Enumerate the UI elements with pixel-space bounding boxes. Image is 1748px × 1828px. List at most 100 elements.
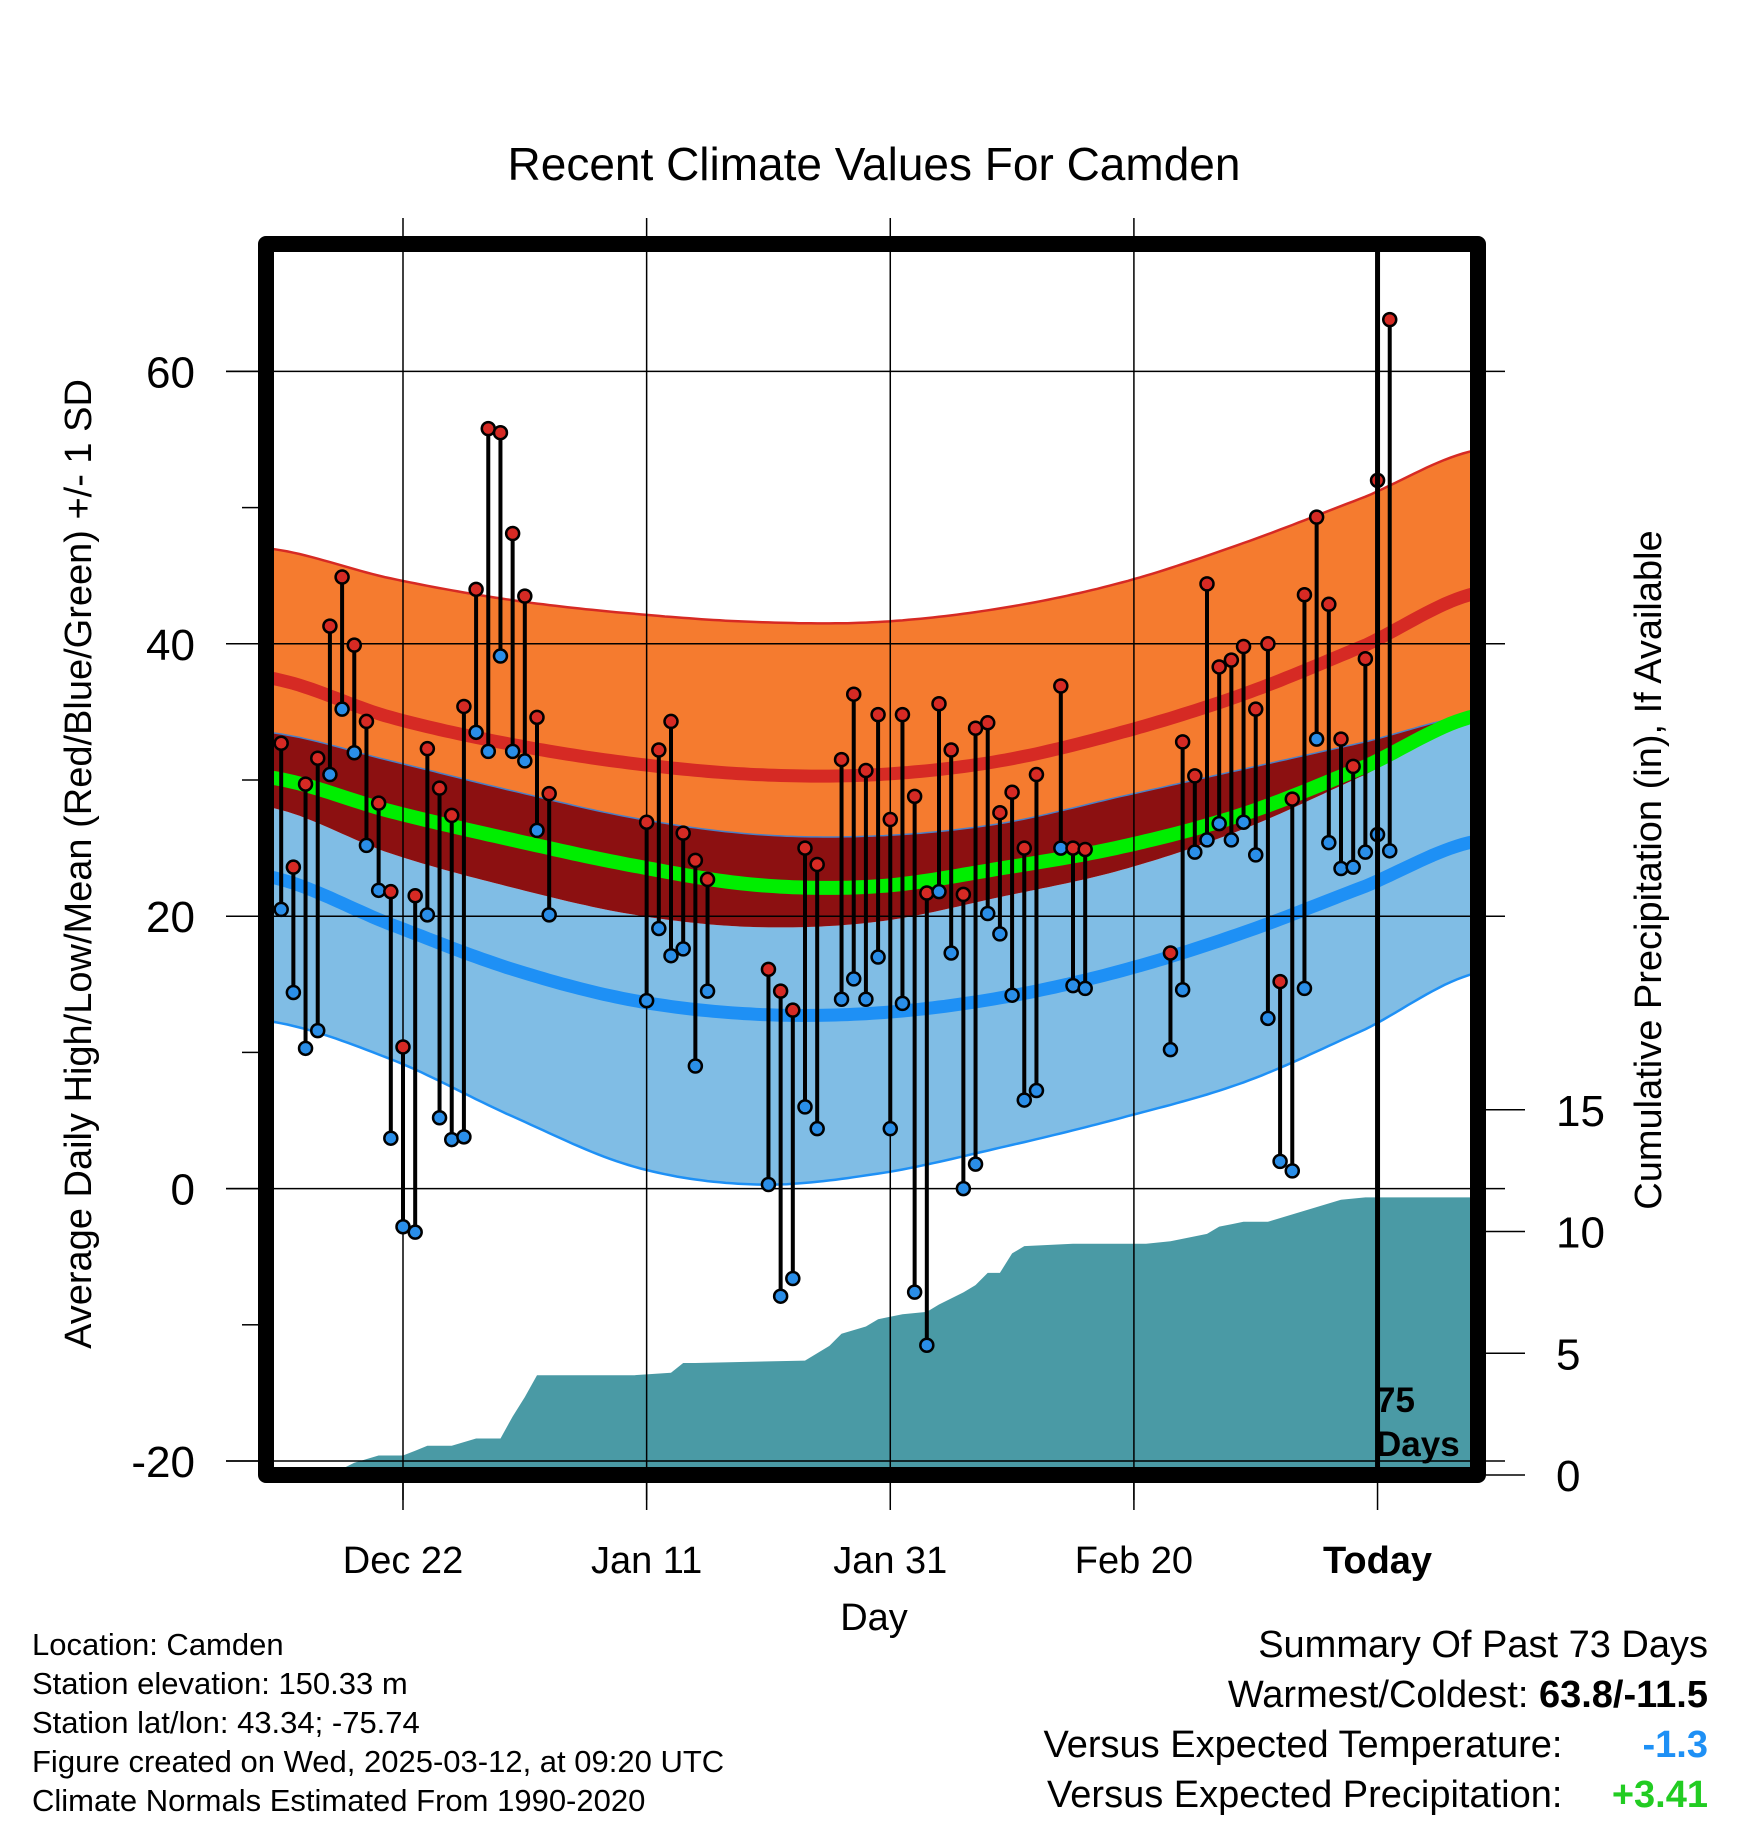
high-point-84 [1296,587,1313,603]
high-point-48 [858,762,874,779]
overlap-band [269,714,1475,928]
precip-value: +3.41 [1611,1774,1708,1816]
low-point-2 [297,1040,314,1057]
precip-row: Versus Expected Precipitation: +3.41 [808,1770,1708,1820]
low-point-16 [468,724,484,741]
low-point-43 [797,1099,813,1115]
high-point-8 [370,795,387,811]
low-point-12 [419,907,436,923]
plot-frame [258,236,1486,1483]
low-point-41 [772,1288,789,1304]
low-point-48 [858,991,874,1008]
y-tick-label-0: -20 [131,1438,195,1487]
x-tick-label-2: Jan 31 [833,1540,947,1582]
y-tick-label-1: 0 [171,1166,195,1215]
station-info: Location: Camden Station elevation: 150.… [32,1625,724,1820]
low-point-66 [1077,980,1093,997]
low-point-60 [1004,987,1020,1003]
high-point-83 [1284,791,1301,807]
warmest-value: 63.8/-11.5 [1538,1674,1708,1716]
y-tick-label-4: 60 [146,348,195,397]
low-point-6 [346,745,363,761]
high-point-88 [1345,758,1361,775]
high-point-30 [638,814,655,830]
high-point-57 [967,720,984,736]
low-point-35 [699,983,716,999]
high-point-43 [797,840,813,856]
high-point-1 [285,859,302,875]
high-point-77 [1211,659,1227,675]
low-point-20 [517,753,533,769]
high-point-21 [529,709,545,726]
high-point-56 [955,886,972,903]
low-point-31 [651,920,667,937]
high-point-87 [1333,731,1349,747]
high-point-41 [772,983,789,999]
low-point-51 [894,995,911,1012]
latlon-text: Station lat/lon: 43.34; -75.74 [32,1705,420,1740]
low-point-82 [1272,1153,1288,1170]
high-point-32 [663,713,679,730]
y2-tick-label-0: 0 [1556,1452,1580,1501]
y-tick-label-2: 20 [146,893,195,942]
high-point-20 [517,588,533,604]
low-point-49 [870,949,886,965]
high-point-22 [541,785,557,802]
precip-area-fill [329,1197,1475,1475]
low-point-73 [1162,1041,1179,1058]
low-point-0 [273,901,289,918]
high-point-44 [809,856,825,873]
low-point-10 [395,1218,411,1235]
low-point-52 [906,1284,923,1300]
high-point-16 [468,581,484,598]
high-point-53 [919,885,935,901]
warmest-label: Warmest/Coldest: [1227,1674,1529,1716]
low-point-62 [1028,1082,1045,1099]
low-point-81 [1260,1010,1276,1027]
low-point-32 [663,947,679,964]
low-point-30 [638,992,655,1009]
low-point-87 [1333,860,1349,877]
low-point-78 [1223,832,1240,848]
low-point-40 [760,1176,777,1193]
high-point-60 [1004,784,1020,801]
low-point-42 [785,1270,801,1287]
low-point-13 [431,1110,448,1126]
today-label-line1: 75 [1376,1381,1415,1420]
high-point-73 [1162,945,1179,961]
high-point-46 [833,751,850,768]
low-point-33 [675,941,691,957]
low-point-83 [1284,1163,1301,1179]
high-point-42 [785,1002,801,1018]
high-point-52 [906,788,923,805]
high-point-18 [492,424,509,441]
high-point-89 [1357,651,1374,667]
low-minus-sd-line [268,972,1476,1186]
high-point-58 [979,715,996,731]
temp-row: Versus Expected Temperature: -1.3 [808,1720,1708,1770]
high-point-12 [419,740,436,757]
low-point-14 [443,1131,460,1148]
high-point-61 [1016,840,1033,856]
high-point-55 [943,742,959,758]
high-point-0 [273,735,289,751]
x-tick-label-1: Jan 11 [591,1540,702,1582]
y2-tick-label-3: 15 [1556,1087,1605,1136]
high-point-9 [383,883,399,900]
high-point-85 [1308,509,1325,525]
temp-label: Versus Expected Temperature: [1043,1724,1563,1766]
high-point-91 [1381,311,1398,328]
high-point-47 [845,686,862,702]
low-point-86 [1321,834,1337,851]
high-minus-sd-line [268,713,1476,838]
low-point-56 [955,1180,972,1197]
high-point-15 [456,698,472,715]
normals-text: Climate Normals Estimated From 1990-2020 [32,1783,646,1818]
high-point-11 [407,888,423,904]
summary-panel: Summary Of Past 73 Days Warmest/Coldest:… [808,1620,1708,1820]
low-point-15 [456,1129,472,1145]
location-text: Location: Camden [32,1627,284,1662]
low-point-74 [1174,981,1191,998]
y-tick-label-3: 40 [146,621,195,670]
low-point-65 [1065,977,1081,994]
